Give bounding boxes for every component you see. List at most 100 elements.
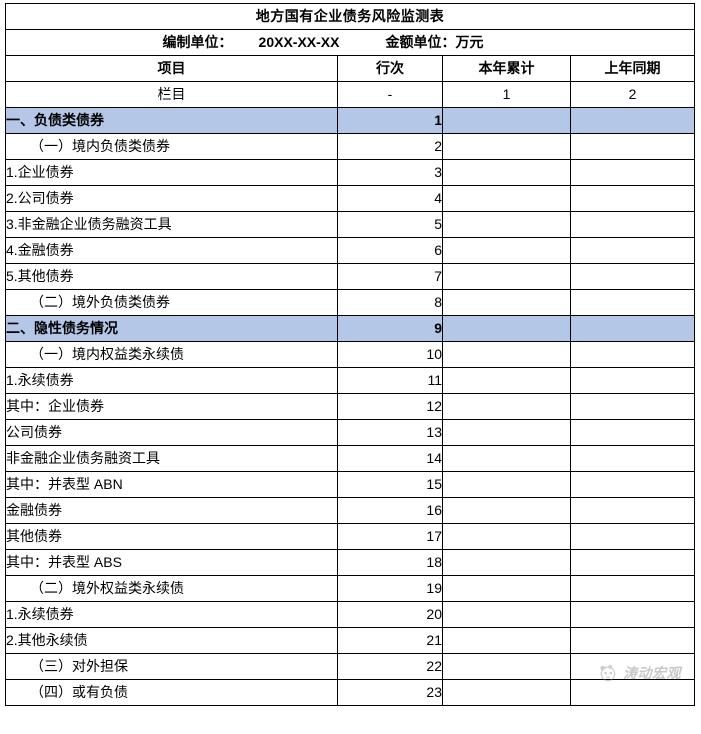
table-row: 一、负债类债券 1 — [5, 107, 695, 134]
table-row: 其中：并表型 ABS 18 — [5, 549, 695, 576]
row-line-number: 23 — [337, 679, 443, 706]
row-ytd-value[interactable] — [442, 523, 571, 550]
row-section-label: 一、负债类债券 — [5, 107, 338, 134]
row-prev-value[interactable] — [570, 211, 695, 238]
column-index-line: - — [337, 81, 443, 108]
column-header-item: 项目 — [5, 55, 338, 82]
row-prev-value[interactable] — [570, 627, 695, 654]
row-line-number: 20 — [337, 601, 443, 628]
row-line-number: 17 — [337, 523, 443, 550]
table-row: 2.公司债券 4 — [5, 185, 695, 212]
row-prev-value[interactable] — [570, 367, 695, 394]
row-ytd-value[interactable] — [442, 289, 571, 316]
row-ytd-value[interactable] — [442, 133, 571, 160]
row-prev-value[interactable] — [570, 107, 695, 134]
row-prev-value[interactable] — [570, 315, 695, 342]
row-ytd-value[interactable] — [442, 107, 571, 134]
row-prev-value[interactable] — [570, 237, 695, 264]
row-ytd-value[interactable] — [442, 497, 571, 524]
row-ytd-value[interactable] — [442, 237, 571, 264]
row-ytd-value[interactable] — [442, 315, 571, 342]
table-row: 1.企业债券 3 — [5, 159, 695, 186]
table-body: 地方国有企业债务风险监测表 编制单位： 20XX-XX-XX 金额单位：万元 项… — [5, 3, 695, 706]
row-item-label: 2.其他永续债 — [5, 627, 338, 654]
row-ytd-value[interactable] — [442, 185, 571, 212]
row-prev-value[interactable] — [570, 185, 695, 212]
row-prev-value[interactable] — [570, 549, 695, 576]
row-prev-value[interactable] — [570, 341, 695, 368]
row-ytd-value[interactable] — [442, 575, 571, 602]
column-header-line: 行次 — [337, 55, 443, 82]
row-item-label: 1.企业债券 — [5, 159, 338, 186]
row-item-label: 公司债券 — [5, 419, 338, 446]
row-ytd-value[interactable] — [442, 549, 571, 576]
row-prev-value[interactable] — [570, 419, 695, 446]
row-line-number: 18 — [337, 549, 443, 576]
table-row: 金融债券 16 — [5, 497, 695, 524]
debt-risk-monitor-table: 地方国有企业债务风险监测表 编制单位： 20XX-XX-XX 金额单位：万元 项… — [5, 3, 695, 706]
row-ytd-value[interactable] — [442, 445, 571, 472]
row-line-number: 3 — [337, 159, 443, 186]
row-item-label: 1.永续债券 — [5, 601, 338, 628]
row-ytd-value[interactable] — [442, 211, 571, 238]
row-ytd-value[interactable] — [442, 679, 571, 706]
column-index-prev: 2 — [570, 81, 695, 108]
row-line-number: 21 — [337, 627, 443, 654]
row-ytd-value[interactable] — [442, 393, 571, 420]
row-item-label: 2.公司债券 — [5, 185, 338, 212]
row-line-number: 7 — [337, 263, 443, 290]
column-header-ytd: 本年累计 — [442, 55, 571, 82]
row-prev-value[interactable] — [570, 679, 695, 706]
column-index-ytd: 1 — [442, 81, 571, 108]
row-line-number: 2 — [337, 133, 443, 160]
table-row: 其他债券 17 — [5, 523, 695, 550]
row-line-number: 9 — [337, 315, 443, 342]
row-prev-value[interactable] — [570, 471, 695, 498]
row-ytd-value[interactable] — [442, 653, 571, 680]
row-prev-value[interactable] — [570, 133, 695, 160]
row-prev-value[interactable] — [570, 289, 695, 316]
table-row: 其中：企业债券 12 — [5, 393, 695, 420]
table-row: 其中：并表型 ABN 15 — [5, 471, 695, 498]
row-line-number: 14 — [337, 445, 443, 472]
row-line-number: 10 — [337, 341, 443, 368]
page-title: 地方国有企业债务风险监测表 — [5, 3, 695, 30]
row-prev-value[interactable] — [570, 653, 695, 680]
row-line-number: 22 — [337, 653, 443, 680]
row-line-number: 16 — [337, 497, 443, 524]
row-ytd-value[interactable] — [442, 627, 571, 654]
row-item-label: 3.非金融企业债务融资工具 — [5, 211, 338, 238]
row-ytd-value[interactable] — [442, 601, 571, 628]
table-row: 2.其他永续债 21 — [5, 627, 695, 654]
row-prev-value[interactable] — [570, 523, 695, 550]
table-row: 1.永续债券 20 — [5, 601, 695, 628]
row-ytd-value[interactable] — [442, 341, 571, 368]
row-ytd-value[interactable] — [442, 471, 571, 498]
row-line-number: 11 — [337, 367, 443, 394]
row-item-label: 金融债券 — [5, 497, 338, 524]
spreadsheet-sheet: 地方国有企业债务风险监测表 编制单位： 20XX-XX-XX 金额单位：万元 项… — [5, 3, 695, 706]
row-prev-value[interactable] — [570, 159, 695, 186]
row-item-label: 其中：并表型 ABS — [5, 549, 338, 576]
row-item-label: （三）对外担保 — [5, 653, 338, 680]
subheader-cell: 编制单位： 20XX-XX-XX 金额单位：万元 — [5, 29, 695, 56]
row-prev-value[interactable] — [570, 497, 695, 524]
table-row: （一）境内权益类永续债 10 — [5, 341, 695, 368]
row-item-label: （二）境外权益类永续债 — [5, 575, 338, 602]
row-line-number: 12 — [337, 393, 443, 420]
row-prev-value[interactable] — [570, 445, 695, 472]
table-row: 二、隐性债务情况 9 — [5, 315, 695, 342]
row-line-number: 13 — [337, 419, 443, 446]
row-item-label: 4.金融债券 — [5, 237, 338, 264]
row-prev-value[interactable] — [570, 263, 695, 290]
table-row: （一）境内负债类债券 2 — [5, 133, 695, 160]
row-prev-value[interactable] — [570, 601, 695, 628]
row-item-label: 5.其他债券 — [5, 263, 338, 290]
row-ytd-value[interactable] — [442, 159, 571, 186]
row-prev-value[interactable] — [570, 575, 695, 602]
row-ytd-value[interactable] — [442, 367, 571, 394]
row-prev-value[interactable] — [570, 393, 695, 420]
row-item-label: （四）或有负债 — [5, 679, 338, 706]
row-ytd-value[interactable] — [442, 419, 571, 446]
row-ytd-value[interactable] — [442, 263, 571, 290]
